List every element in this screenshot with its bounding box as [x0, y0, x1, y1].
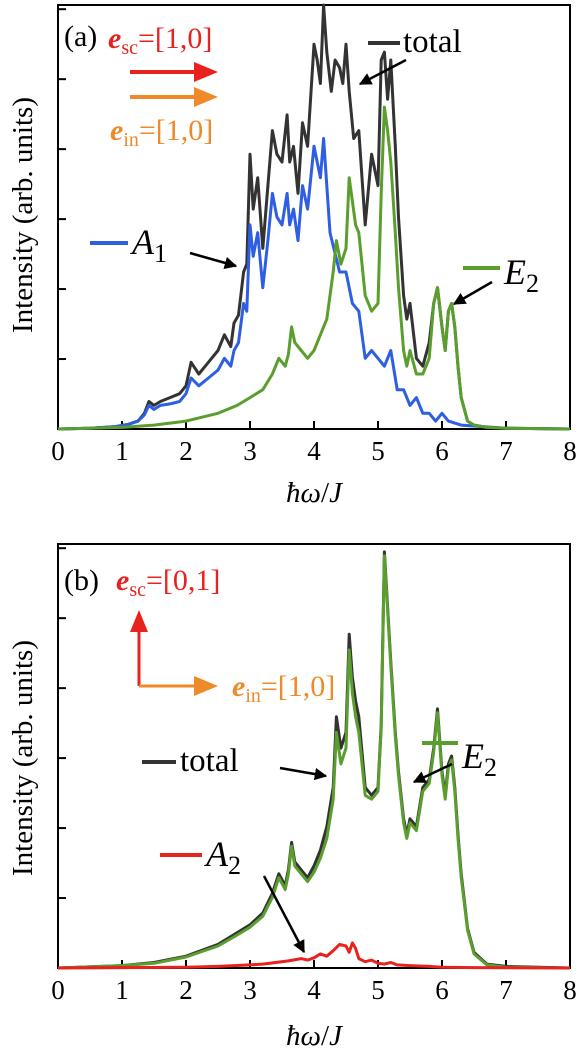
pol-in-label-b: ein=[1,0]	[232, 670, 335, 707]
series-group-b	[57, 550, 571, 970]
series-line-a2	[57, 941, 571, 970]
series-line-a1	[57, 137, 571, 431]
x-tick-label: 1	[115, 975, 129, 1005]
x-tick-label: 0	[51, 436, 65, 466]
x-tick-label: 4	[307, 436, 321, 466]
legend-label-e2-a: E2	[503, 252, 539, 298]
legend-label-total-b: total	[180, 743, 239, 779]
legend-pointer-total-b	[279, 766, 328, 781]
x-tick-label: 3	[243, 975, 257, 1005]
series-line-e2	[57, 105, 571, 431]
legend-label-total-a: total	[403, 24, 462, 60]
x-tick-label: 5	[371, 975, 385, 1005]
legend-label-a1: A1	[130, 222, 167, 268]
x-tick-label: 2	[179, 975, 193, 1005]
pol-sc-arrow-a	[130, 62, 218, 82]
x-tick-label: 7	[499, 975, 513, 1005]
legend-pointer-total-a	[358, 58, 407, 86]
x-ticks-a: 0 1 2 3 4 5 6 7 8	[51, 421, 577, 466]
panel-label-a: (a)	[64, 20, 97, 53]
legend-pointer-a1	[189, 251, 238, 269]
plot-frame-a	[57, 4, 571, 430]
panel-label-b: (b)	[64, 564, 99, 597]
pol-sc-label-b: esc=[0,1]	[116, 564, 220, 601]
legend-pointer-e2-b	[412, 762, 453, 784]
x-tick-label: 3	[243, 436, 257, 466]
x-tick-label: 6	[435, 436, 449, 466]
x-tick-label: 2	[179, 436, 193, 466]
panel-b: 0 1 2 3 4 5 6 7 8 Intensity (arb. units) ħω/J (b…	[7, 543, 577, 1052]
x-tick-label: 5	[371, 436, 385, 466]
y-axis-label-b: Intensity (arb. units)	[7, 640, 39, 876]
series-line-e2	[57, 554, 571, 970]
panel-a: 0 1 2 3 4 5 6 7 8 Intensity (arb. units) ħω/J (a…	[7, 3, 577, 509]
y-ticks-b	[58, 547, 66, 900]
legend-label-a2: A2	[204, 834, 241, 880]
legend-pointer-e2-a	[452, 280, 493, 306]
pol-sc-label-a: esc=[1,0]	[108, 22, 212, 59]
x-tick-label: 0	[51, 975, 65, 1005]
x-ticks-b: 0 1 2 3 4 5 6 7 8	[51, 960, 577, 1005]
x-tick-label: 8	[563, 975, 577, 1005]
pol-in-label-a: ein=[1,0]	[110, 114, 213, 151]
x-tick-label: 4	[307, 975, 321, 1005]
y-axis-label-a: Intensity (arb. units)	[7, 97, 39, 333]
x-tick-label: 1	[115, 436, 129, 466]
pol-in-arrow-a	[130, 87, 218, 107]
x-axis-label-b: ħω/J	[286, 1020, 343, 1052]
pol-in-arrow-b	[139, 676, 218, 696]
pol-sc-arrow-b	[130, 610, 148, 686]
x-axis-label-a: ħω/J	[286, 477, 343, 509]
y-ticks-a	[58, 8, 66, 361]
series-group-a	[57, 3, 571, 431]
legend-label-e2-b: E2	[461, 736, 497, 782]
legend-pointer-a2	[262, 875, 306, 954]
x-tick-label: 7	[499, 436, 513, 466]
x-tick-label: 8	[563, 436, 577, 466]
x-tick-label: 6	[435, 975, 449, 1005]
series-line-total	[57, 3, 571, 431]
